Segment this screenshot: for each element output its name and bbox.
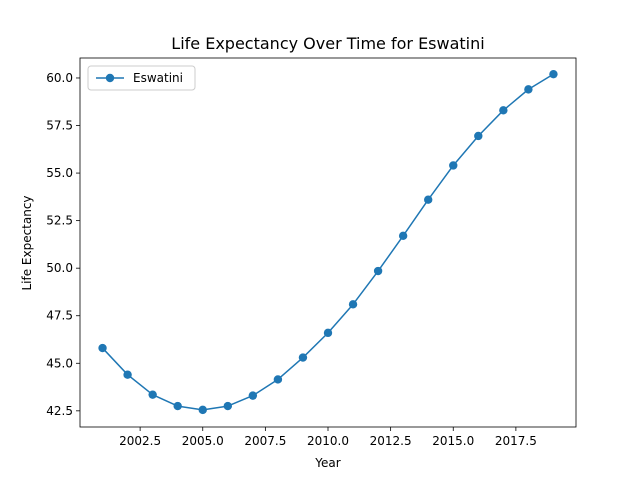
data-point [424, 196, 432, 204]
data-point [299, 353, 307, 361]
x-tick-label: 2005.0 [182, 434, 224, 448]
data-point [549, 70, 557, 78]
x-tick-label: 2002.5 [119, 434, 161, 448]
legend-label: Eswatini [133, 71, 183, 85]
x-tick-label: 2007.5 [244, 434, 286, 448]
x-axis-label: Year [314, 456, 340, 470]
y-tick-label: 45.0 [46, 356, 73, 370]
data-point [148, 390, 156, 398]
data-point [499, 106, 507, 114]
y-tick-label: 42.5 [46, 404, 73, 418]
data-point [199, 406, 207, 414]
y-tick-label: 47.5 [46, 309, 73, 323]
data-point [474, 132, 482, 140]
legend: Eswatini [88, 66, 195, 90]
data-point [399, 232, 407, 240]
chart-title: Life Expectancy Over Time for Eswatini [171, 34, 484, 53]
data-point [174, 402, 182, 410]
plot-area [80, 58, 576, 427]
data-point [524, 85, 532, 93]
data-point [374, 267, 382, 275]
data-point [324, 329, 332, 337]
y-tick-label: 52.5 [46, 214, 73, 228]
data-point [123, 370, 131, 378]
legend-marker [106, 74, 114, 82]
y-axis-label: Life Expectancy [20, 195, 34, 290]
y-tick-label: 50.0 [46, 261, 73, 275]
y-tick-label: 60.0 [46, 71, 73, 85]
data-point [449, 161, 457, 169]
x-tick-label: 2017.5 [495, 434, 537, 448]
data-point [224, 402, 232, 410]
x-tick-label: 2012.5 [370, 434, 412, 448]
data-point [349, 300, 357, 308]
y-axis: 42.5 45.0 47.5 50.0 52.5 55.0 57.5 60.0 [46, 71, 80, 418]
x-tick-label: 2010.0 [307, 434, 349, 448]
x-axis: 2002.5 2005.0 2007.5 2010.0 2012.5 2015.0 2017… [119, 427, 537, 448]
data-point [249, 391, 257, 399]
y-tick-label: 57.5 [46, 119, 73, 133]
y-tick-label: 55.0 [46, 166, 73, 180]
data-point [274, 375, 282, 383]
data-point [98, 344, 106, 352]
x-tick-label: 2015.0 [432, 434, 474, 448]
series-line [103, 74, 554, 410]
